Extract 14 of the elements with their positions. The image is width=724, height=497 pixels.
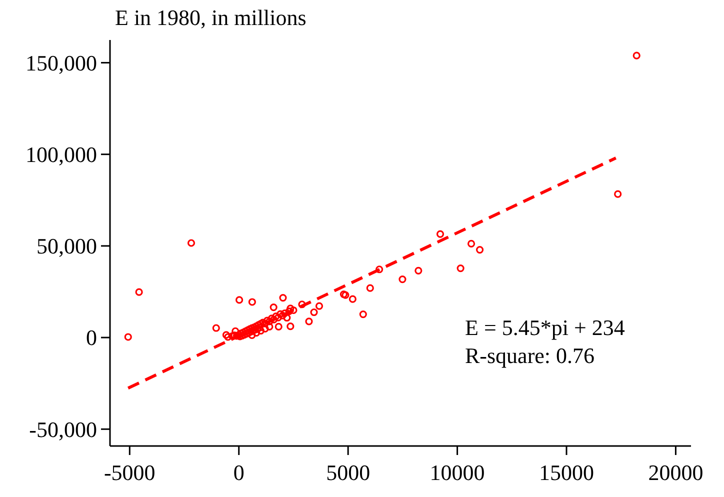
x-tick-label: -5000 — [104, 460, 156, 485]
y-axis-title: E in 1980, in millions — [115, 5, 306, 30]
x-tick-label: 5000 — [326, 460, 370, 485]
y-tick-label: 50,000 — [36, 234, 97, 259]
x-tick-label: 10000 — [430, 460, 485, 485]
annotation: E = 5.45*pi + 234 — [465, 315, 625, 340]
x-tick-label: 20000 — [648, 460, 704, 485]
y-tick-label: 0 — [86, 325, 97, 350]
annotation: R-square: 0.76 — [465, 343, 595, 368]
x-tick-label: 15000 — [539, 460, 594, 485]
y-tick-label: 150,000 — [26, 50, 97, 76]
y-tick-label: 100,000 — [26, 142, 97, 168]
y-tick-label: -50,000 — [29, 416, 97, 442]
x-tick-label: 0 — [233, 460, 244, 485]
